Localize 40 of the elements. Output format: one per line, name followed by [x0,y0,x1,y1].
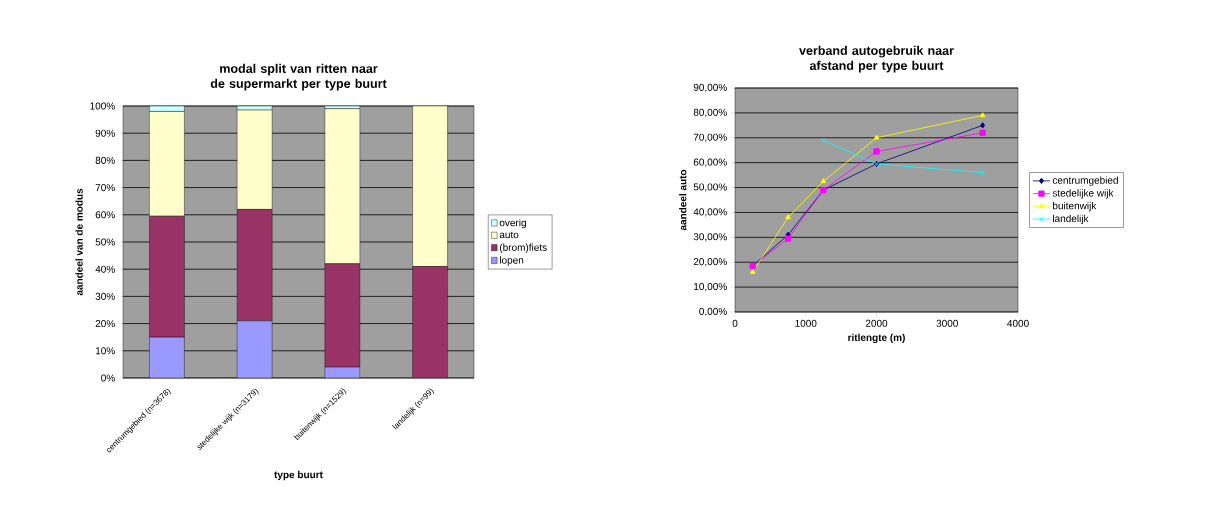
legend-label: lopen [500,256,524,266]
chart-title: modal split van ritten naar de supermarkt per type buurt [210,63,387,91]
y-tick-label: 40,00% [693,208,727,217]
y-tick-label: 50,00% [693,183,727,192]
legend-label: landelijk [1053,214,1089,225]
y-axis-title: aandeel van de modus [75,188,83,296]
x-tick-label: 2000 [865,319,888,327]
x-tick-label: 0 [732,319,738,327]
legend-label: stedelijke wijk [1052,189,1114,199]
legend-label: (brom)fiets [499,243,547,253]
y-tick-label: 60% [95,211,115,219]
y-tick-label: 10% [95,347,115,355]
legend-label: buitenwijk [1053,201,1097,212]
x-tick-label: 1000 [795,319,817,327]
legend-label: auto [499,231,519,239]
y-axis-title: aandeel auto [679,169,687,231]
y-tick-label: 0% [101,374,115,382]
y-tick-label: 30,00% [693,233,727,242]
legend-label: overig [499,218,526,229]
y-tick-label: 80% [95,156,115,164]
y-tick-label: 70% [95,184,115,192]
y-tick-label: 20,00% [693,258,727,267]
y-tick-label: 20% [95,320,115,328]
x-axis-title: type buurt [274,470,323,481]
x-tick-label: 3000 [936,319,958,327]
x-tick-label: 4000 [1007,319,1029,327]
y-tick-label: 10,00% [694,282,727,292]
y-tick-label: 80,00% [693,108,727,118]
y-tick-label: 90,00% [693,83,727,93]
y-tick-label: 30% [95,292,115,300]
legend-label: centrumgebied [1052,176,1118,186]
y-tick-label: 60,00% [693,158,727,167]
y-tick-label: 0,00% [699,307,727,317]
y-tick-label: 100% [90,102,115,110]
y-tick-label: 50% [95,238,115,246]
y-tick-label: 70,00% [693,133,727,142]
y-tick-label: 40% [95,265,115,273]
y-tick-label: 90% [95,129,115,137]
chart-title: verband autogebruik naar afstand per type buurt [799,45,954,73]
x-axis-title: ritlengte (m) [848,333,905,344]
